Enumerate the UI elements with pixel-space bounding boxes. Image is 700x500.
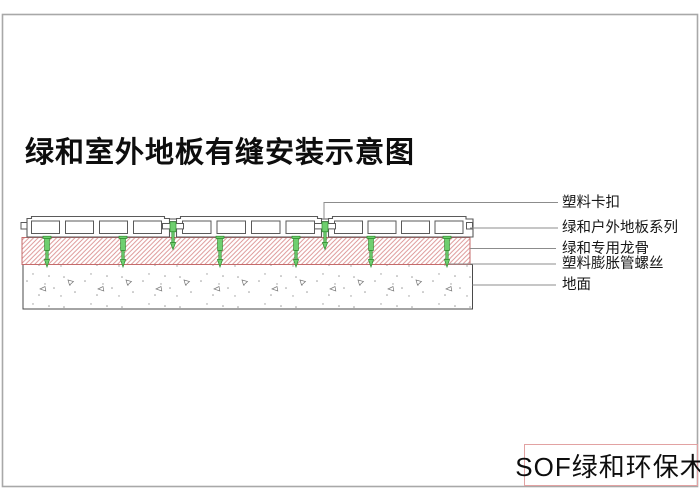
page-border	[1, 13, 699, 488]
label-ground: 地面	[562, 277, 591, 293]
leader-plastic-clip	[323, 202, 558, 219]
brand-stamp-text: SOF绿和环保木	[515, 451, 700, 482]
label-plastic-clip: 塑料卡扣	[562, 194, 620, 211]
ground-layer	[22, 264, 473, 310]
label-expansion-screw: 塑料膨胀管螺丝	[562, 256, 664, 272]
deck-boards	[20, 215, 474, 238]
joist-hatch-layer	[21, 237, 471, 265]
brand-stamp-box: SOF绿和环保木	[515, 444, 700, 486]
clip-cap	[321, 218, 329, 223]
edge-groove	[466, 222, 473, 230]
drawing-title: 绿和室外地板有缝安装示意图	[25, 137, 416, 169]
label-joist: 绿和专用龙骨	[562, 240, 649, 257]
edge-tongue	[20, 222, 28, 230]
label-deck-series: 绿和户外地板系列	[562, 220, 678, 236]
leader-lines	[323, 202, 558, 286]
clip-cap	[169, 218, 177, 223]
